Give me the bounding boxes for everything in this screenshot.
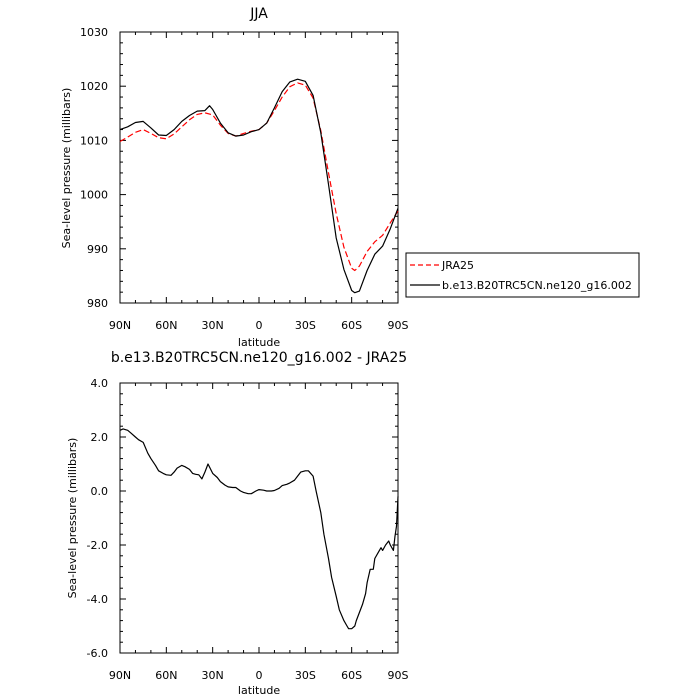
top-x-tick-label: 60S [341, 319, 362, 332]
bottom-x-tick-label: 30S [295, 669, 316, 682]
bottom-y-tick-label: 2.0 [91, 431, 109, 444]
bottom-y-tick-label: 0.0 [91, 485, 109, 498]
top-x-tick-label: 90N [109, 319, 131, 332]
top-y-tick-label: 990 [87, 243, 108, 256]
top-series-line-jra25 [119, 82, 399, 272]
top-y-tick-label: 1030 [80, 26, 108, 39]
top-y-tick-label: 1010 [80, 134, 108, 147]
top-y-axis-label: Sea-level pressure (millibars) [60, 88, 73, 249]
top-y-tick-label: 980 [87, 297, 108, 310]
bottom-y-tick-label: -2.0 [87, 539, 108, 552]
bottom-x-tick-label: 30N [202, 669, 224, 682]
top-x-tick-label: 30N [202, 319, 224, 332]
bottom-x-axis-label: latitude [238, 684, 280, 697]
top-chart-title: JJA [249, 6, 268, 22]
bottom-chart-title: b.e13.B20TRC5CN.ne120_g16.002 - JRA25 [111, 350, 407, 366]
bottom-x-tick-label: 0 [256, 669, 263, 682]
bottom-y-tick-label: -6.0 [87, 647, 108, 660]
bottom-y-axis-label: Sea-level pressure (millibars) [66, 438, 79, 599]
top-x-tick-label: 60N [155, 319, 177, 332]
top-y-tick-label: 1000 [80, 189, 108, 202]
legend-label-jra25: JRA25 [441, 259, 474, 272]
bottom-x-tick-label: 60S [341, 669, 362, 682]
top-series-line-b-e13-b20trc5cn-ne120-g16-002 [119, 78, 399, 294]
bottom-series-line-0 [119, 428, 399, 630]
legend: JRA25 b.e13.B20TRC5CN.ne120_g16.002 [405, 252, 640, 298]
top-x-tick-label: 90S [388, 319, 409, 332]
top-x-axis-label: latitude [238, 336, 280, 349]
legend-label-model: b.e13.B20TRC5CN.ne120_g16.002 [442, 279, 632, 292]
bottom-x-tick-label: 60N [155, 669, 177, 682]
top-y-tick-label: 1020 [80, 80, 108, 93]
bottom-y-tick-label: 4.0 [91, 377, 109, 390]
bottom-plot-frame [119, 382, 399, 654]
bottom-x-tick-label: 90S [388, 669, 409, 682]
top-x-tick-label: 30S [295, 319, 316, 332]
bottom-x-tick-label: 90N [109, 669, 131, 682]
top-x-tick-label: 0 [256, 319, 263, 332]
bottom-y-tick-label: -4.0 [87, 593, 108, 606]
top-plot-frame [119, 31, 399, 304]
legend-box [405, 252, 640, 298]
